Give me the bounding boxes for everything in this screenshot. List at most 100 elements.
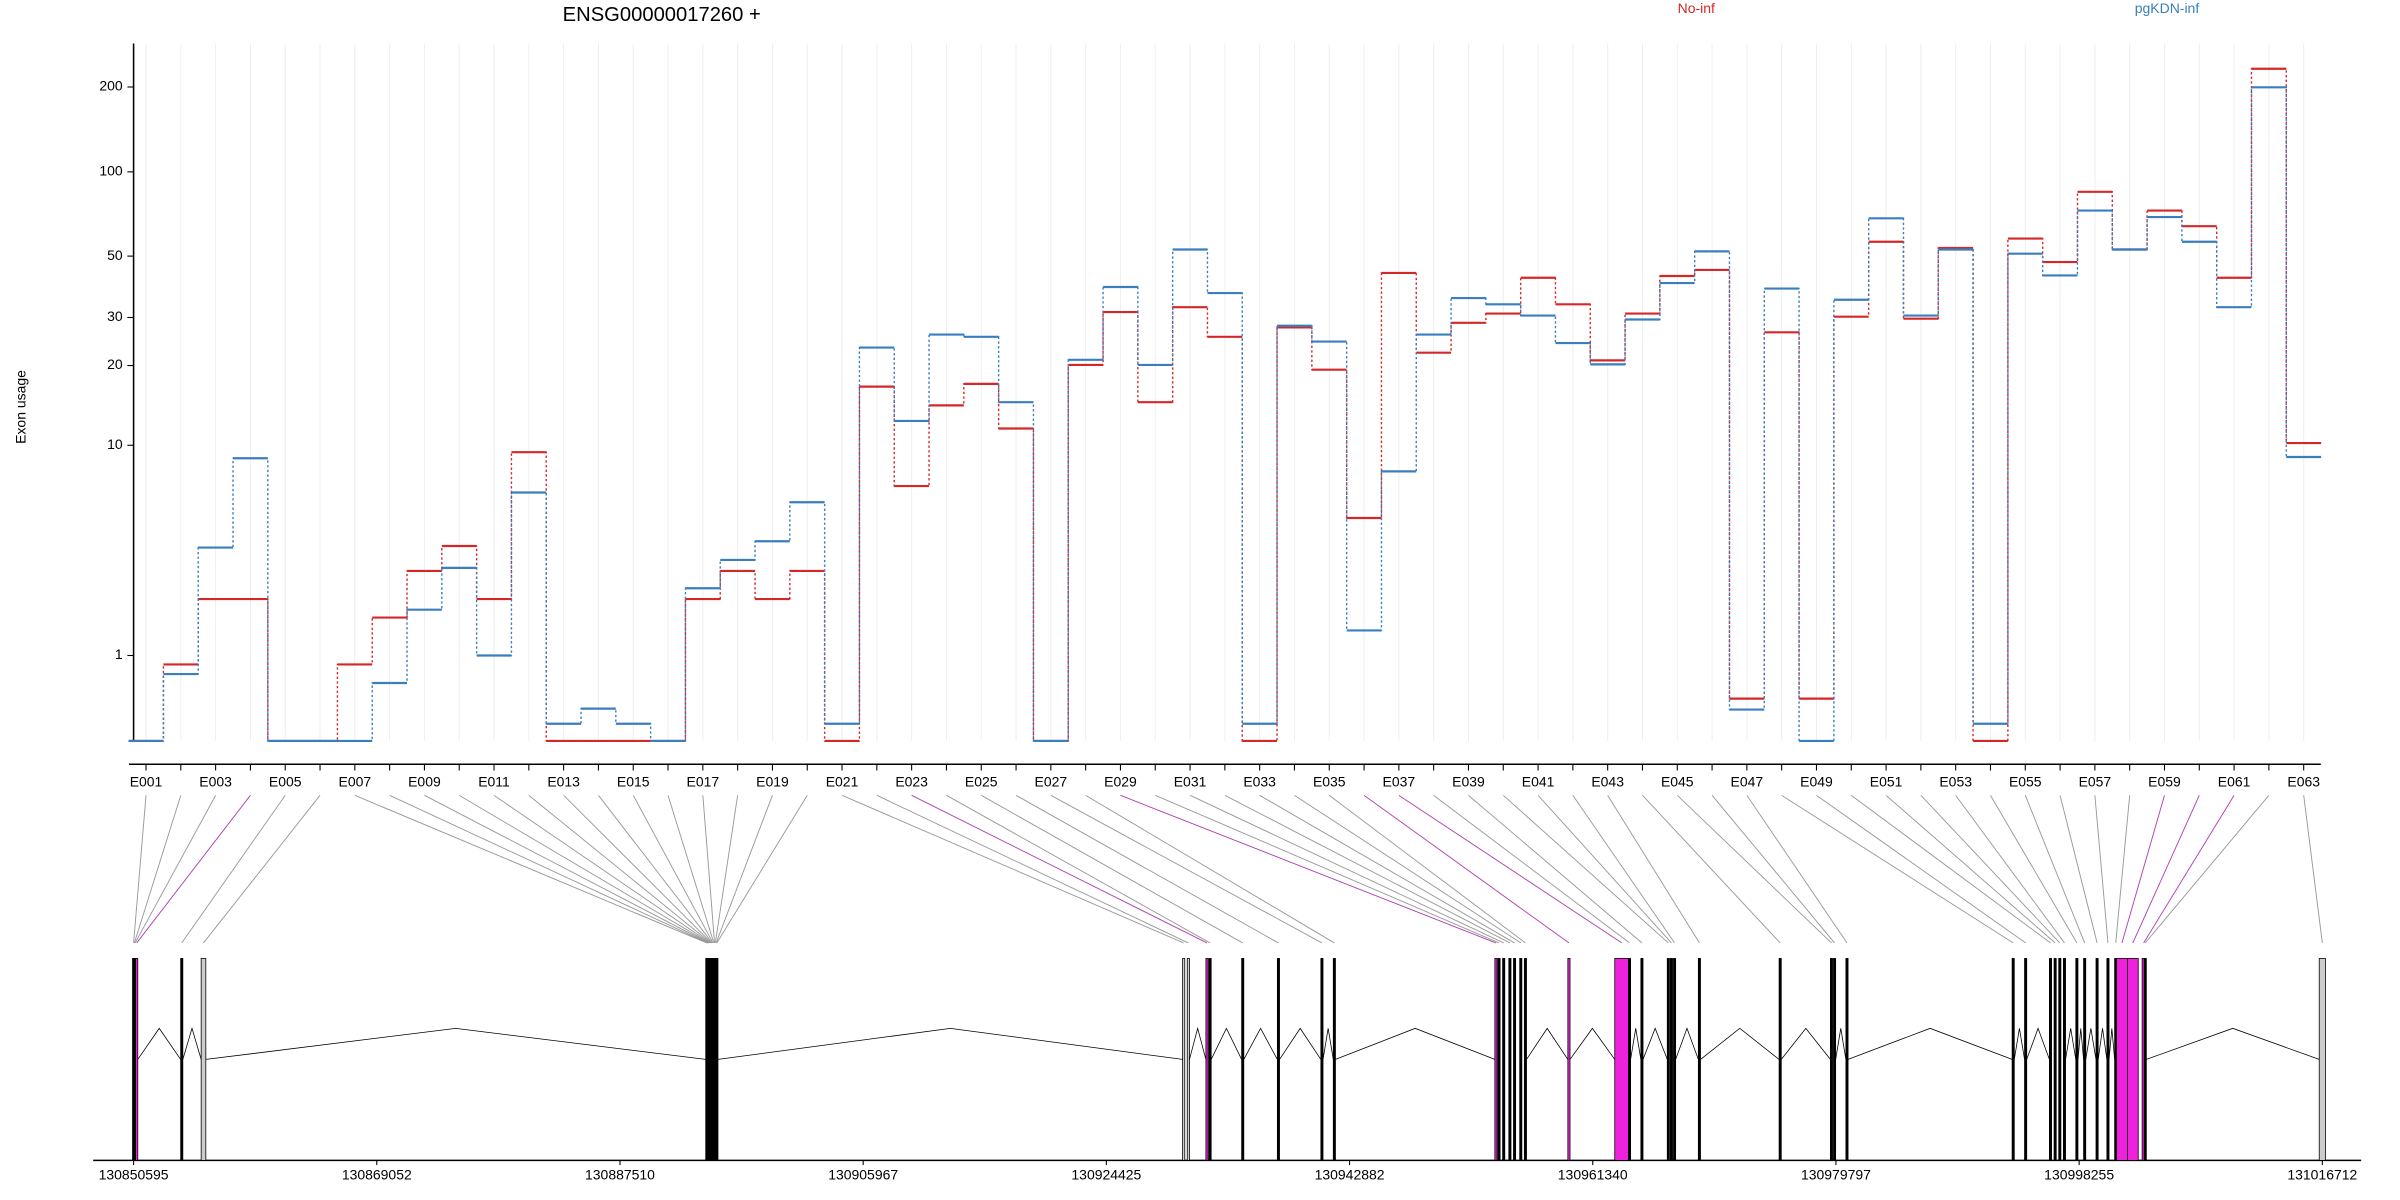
intron	[2108, 1028, 2116, 1060]
x-tick-label: E045	[1661, 774, 1694, 790]
exon-connector	[946, 794, 1211, 944]
exon-box	[2075, 958, 2079, 1161]
genomic-tick-label: 130924425	[1071, 1167, 1141, 1183]
y-axis-label: Exon usage	[12, 370, 28, 444]
intron	[717, 1027, 1183, 1060]
intron	[1189, 1026, 1207, 1060]
x-tick-label: E009	[408, 774, 441, 790]
exon-box	[2106, 958, 2110, 1161]
exon-connector	[2144, 795, 2270, 944]
x-tick-label: E047	[1731, 774, 1764, 790]
exon-connector	[354, 794, 707, 944]
exon-connector	[598, 795, 713, 944]
x-tick-label: E037	[1383, 774, 1416, 790]
exon-connector	[1502, 794, 1669, 944]
intron	[2026, 1027, 2050, 1060]
exon-connector	[1120, 794, 1497, 944]
exon-box	[2058, 958, 2062, 1161]
intron	[1335, 1027, 1495, 1060]
intron	[1279, 1027, 1322, 1060]
exon-connector	[1746, 795, 1848, 944]
intron	[2146, 1027, 2320, 1060]
x-tick-label: E011	[478, 774, 510, 790]
x-tick-label: E035	[1313, 774, 1346, 790]
exon-connector	[1850, 794, 2051, 944]
x-tick-label: E001	[130, 774, 163, 790]
intron	[1847, 1027, 2013, 1060]
x-tick-label: E017	[687, 774, 720, 790]
exon-box	[1519, 958, 1523, 1161]
intron	[1780, 1027, 1831, 1060]
exon-box	[200, 958, 207, 1161]
intron	[2065, 1028, 2077, 1060]
exon-box	[2143, 958, 2147, 1161]
x-tick-label: E021	[826, 774, 859, 790]
intron	[1569, 1027, 1616, 1060]
intron	[1322, 1028, 1334, 1060]
genomic-tick-label: 130869052	[342, 1167, 412, 1183]
exon-connector	[563, 795, 712, 944]
exon-connector	[1433, 794, 1630, 944]
exon-connector	[1328, 794, 1526, 944]
exon-connector	[1676, 795, 1832, 944]
exon-box	[715, 958, 719, 1161]
intron	[1526, 1027, 1569, 1060]
exon-connector	[1398, 794, 1623, 944]
exon-connector	[911, 794, 1208, 944]
exon-box	[2095, 958, 2099, 1161]
exon-connector	[1990, 795, 2078, 944]
exon-box	[1833, 958, 1837, 1161]
exon-box	[2011, 958, 2015, 1161]
x-tick-label: E013	[547, 774, 580, 790]
intron	[1835, 1028, 1847, 1060]
intron	[1243, 1027, 1278, 1060]
gene-model-area	[134, 958, 2323, 1160]
exon-connector	[2115, 795, 2131, 943]
x-tick-label: E005	[269, 774, 302, 790]
exon-box	[1186, 958, 1190, 1161]
y-tick-label: 100	[99, 163, 123, 179]
exon-connector	[715, 795, 773, 944]
genomic-tick-label: 130998255	[2044, 1167, 2114, 1183]
exon-box	[135, 958, 139, 1161]
exon-box	[1182, 958, 1186, 1161]
exon-connector	[1920, 795, 2061, 944]
exon-box	[1666, 958, 1670, 1161]
intron	[137, 1027, 181, 1060]
x-tick-label: E031	[1174, 774, 1207, 790]
y-tick-label: 10	[107, 436, 123, 452]
genomic-tick-label: 130850595	[99, 1167, 169, 1183]
exon-box	[1205, 958, 1209, 1161]
exon-connector	[1537, 795, 1672, 944]
x-tick-label: E025	[965, 774, 998, 790]
exon-connector	[181, 795, 286, 944]
intron	[2085, 1028, 2097, 1060]
exon-connector	[1189, 794, 1504, 944]
exon-connector	[1468, 794, 1643, 944]
x-tick-label: E015	[617, 774, 650, 790]
exon-box	[1494, 958, 1498, 1161]
genomic-tick-label: 130961340	[1558, 1167, 1628, 1183]
x-tick-label: E059	[2148, 774, 2181, 790]
x-tick-label: E019	[756, 774, 789, 790]
exon-box	[2083, 958, 2087, 1161]
x-tick-label: E007	[339, 774, 372, 790]
exon-box	[1845, 958, 1849, 1161]
x-tick-label: E061	[2218, 774, 2251, 790]
exon-connector	[632, 795, 714, 944]
exon-connector	[493, 794, 711, 944]
y-tick-label: 30	[107, 308, 123, 324]
exon-connector	[458, 794, 710, 944]
x-tick-label: E057	[2079, 774, 2112, 790]
exon-connector	[203, 795, 321, 944]
exon-box	[2024, 958, 2028, 1161]
exon-connector	[702, 795, 716, 943]
exon-connector	[2094, 795, 2109, 943]
exon-box	[2053, 958, 2057, 1161]
exon-connector	[1363, 794, 1570, 944]
exon-connector	[714, 795, 739, 943]
exon-box	[2116, 958, 2128, 1161]
exon-box	[1697, 958, 1701, 1161]
exon-connector	[134, 795, 217, 944]
exon-box	[1628, 958, 1631, 1161]
